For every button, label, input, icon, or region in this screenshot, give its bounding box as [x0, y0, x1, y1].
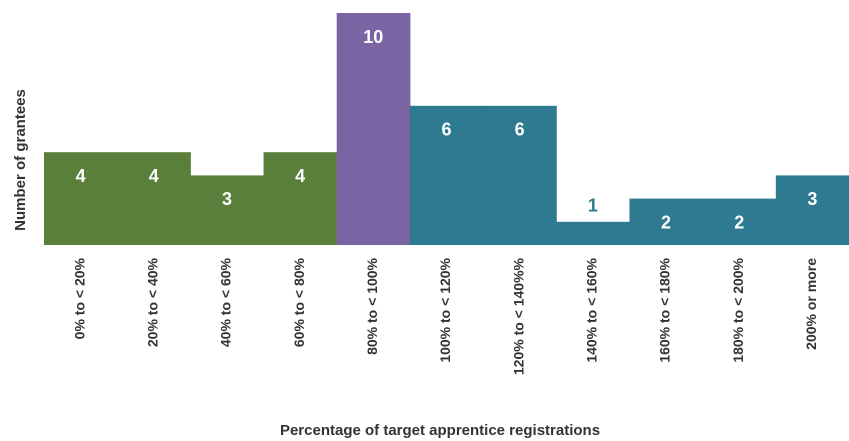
value-label: 4	[76, 166, 86, 186]
value-label: 2	[734, 212, 744, 232]
value-label: 6	[441, 120, 451, 140]
value-label: 3	[807, 189, 817, 209]
x-tick-label: 60% to < 80%	[291, 257, 307, 347]
y-axis-title: Number of grantees	[12, 89, 29, 231]
bar	[44, 152, 118, 245]
x-tick-label: 140% to < 160%	[584, 257, 600, 362]
value-label: 2	[661, 212, 671, 232]
value-label: 1	[588, 196, 598, 216]
x-tick-label: 200% or more	[803, 258, 819, 350]
value-label: 3	[222, 189, 232, 209]
bar	[629, 198, 704, 245]
x-tick-label: 40% to < 60%	[218, 257, 234, 347]
x-tick-label: 180% to < 200%	[730, 257, 746, 362]
bar	[775, 175, 849, 245]
x-tick-label: 80% to < 100%	[364, 257, 380, 354]
x-tick-label: 120% to < 140%%	[510, 257, 526, 375]
value-label: 4	[295, 166, 305, 186]
bar	[556, 221, 630, 245]
bar	[702, 198, 777, 245]
bar	[409, 105, 484, 245]
bar	[483, 105, 557, 245]
bar	[336, 13, 411, 245]
bar	[190, 175, 265, 245]
x-tick-label: 20% to < 40%	[144, 257, 160, 347]
x-tick-label: 160% to < 180%	[657, 257, 673, 362]
bar	[263, 152, 338, 245]
x-axis-title: Percentage of target apprentice registra…	[280, 422, 600, 439]
value-label: 4	[149, 166, 159, 186]
x-tick-label: 100% to < 120%	[437, 257, 453, 362]
bar	[117, 152, 191, 245]
x-tick-label: 0% to < 20%	[71, 257, 87, 339]
value-label: 6	[515, 120, 525, 140]
value-label: 10	[363, 27, 383, 47]
